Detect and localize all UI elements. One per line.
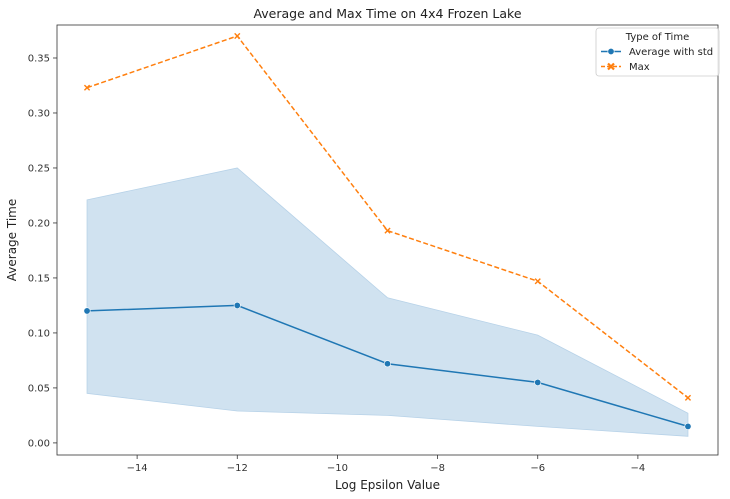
y-tick-label: 0.30 (28, 108, 50, 119)
std-band-layer (86, 167, 689, 437)
y-tick-label: 0.35 (28, 53, 50, 64)
legend-average-marker (607, 47, 615, 55)
y-tick-label: 0.00 (28, 438, 50, 449)
legend: Type of Time Average with std Max (595, 27, 720, 77)
max-point (684, 394, 692, 401)
y-tick-label: 0.25 (28, 163, 50, 174)
y-tick-label: 0.20 (28, 218, 50, 229)
legend-average-label: Average with std (629, 47, 713, 58)
legend-max-label: Max (629, 62, 650, 73)
x-tick-label: −4 (631, 463, 646, 474)
max-point (534, 278, 541, 285)
y-axis-label: Average Time (5, 199, 19, 281)
x-tick-label: −14 (127, 463, 148, 474)
y-tick-label: 0.15 (28, 273, 50, 284)
average-with-std-point (233, 301, 241, 309)
x-tick-label: −10 (327, 463, 348, 474)
average-with-std-std-band (86, 167, 689, 437)
average-with-std-point (684, 422, 692, 430)
x-tick-label: −6 (530, 463, 545, 474)
max-point (384, 227, 391, 234)
average-with-std-point (383, 360, 391, 368)
x-axis-label: Log Epsilon Value (335, 478, 440, 492)
x-tick-label: −8 (430, 463, 445, 474)
y-axis-ticks: 0.00 0.05 0.10 0.15 0.20 0.25 0.30 0.35 (28, 53, 57, 449)
y-tick-label: 0.10 (28, 328, 50, 339)
chart-title: Average and Max Time on 4x4 Frozen Lake (253, 6, 521, 21)
x-tick-label: −12 (227, 463, 248, 474)
plot-frame (56, 24, 719, 456)
x-axis-ticks: −14 −12 −10 −8 −6 −4 (127, 455, 646, 474)
series-markers-layer (83, 32, 692, 430)
max-point (83, 84, 91, 91)
max-point (234, 32, 241, 40)
legend-box (595, 27, 720, 77)
legend-title: Type of Time (625, 32, 689, 43)
max-line (86, 35, 689, 399)
average-with-std-point (83, 307, 91, 315)
legend-max-marker (607, 62, 615, 71)
y-tick-label: 0.05 (28, 383, 50, 394)
average-with-std-point (534, 378, 542, 386)
